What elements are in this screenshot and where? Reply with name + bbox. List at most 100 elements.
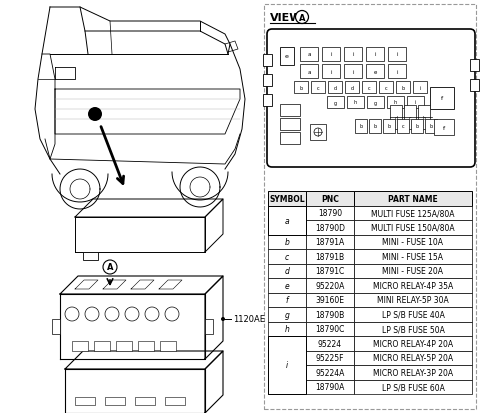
Text: d: d (334, 85, 336, 90)
Circle shape (88, 108, 102, 122)
Text: PNC: PNC (321, 194, 339, 203)
Bar (354, 249, 472, 264)
Text: d: d (285, 267, 289, 275)
Circle shape (65, 307, 79, 321)
Bar (434, 120, 454, 136)
Text: f: f (441, 96, 443, 101)
Text: PART NAME: PART NAME (388, 194, 438, 203)
Text: MICRO RELAY-4P 20A: MICRO RELAY-4P 20A (373, 339, 453, 348)
Bar (300, 48, 318, 62)
Bar (362, 82, 376, 94)
Bar (138, 341, 154, 351)
Text: i: i (286, 339, 288, 348)
Bar (72, 341, 88, 351)
Text: A: A (299, 14, 305, 22)
Circle shape (125, 307, 139, 321)
Bar (355, 120, 367, 134)
Bar (354, 221, 472, 235)
Bar (404, 106, 416, 130)
Bar (306, 307, 354, 322)
Text: 18791C: 18791C (315, 267, 345, 275)
Text: a: a (285, 216, 289, 225)
Text: i: i (330, 69, 332, 74)
Text: c: c (368, 85, 370, 90)
Bar (328, 82, 342, 94)
Bar (268, 380, 306, 394)
Text: 1120AE: 1120AE (233, 315, 265, 324)
Bar (418, 106, 430, 130)
Bar (306, 278, 354, 293)
Bar (354, 264, 472, 278)
Bar (354, 307, 472, 322)
Text: 18790: 18790 (318, 209, 342, 218)
Bar (268, 293, 306, 307)
Text: b: b (430, 124, 432, 129)
Text: i: i (352, 69, 354, 74)
Bar (280, 48, 294, 66)
Bar (263, 55, 272, 67)
Bar (354, 322, 472, 336)
Text: a: a (285, 209, 289, 218)
Bar (366, 65, 384, 79)
Bar (354, 206, 472, 221)
Bar (306, 293, 354, 307)
Text: a: a (307, 69, 311, 74)
Bar (347, 97, 364, 109)
Bar (268, 206, 306, 235)
Bar (306, 322, 354, 336)
Text: LP S/B FUSE 40A: LP S/B FUSE 40A (382, 310, 444, 319)
Bar (306, 365, 354, 380)
Bar (268, 206, 306, 221)
Text: i: i (374, 52, 376, 57)
Bar (263, 75, 272, 87)
Bar (322, 48, 340, 62)
Bar (383, 120, 395, 134)
Bar (407, 97, 424, 109)
Circle shape (85, 307, 99, 321)
Bar (306, 221, 354, 235)
Text: i: i (396, 69, 398, 74)
Text: h: h (285, 325, 289, 333)
Bar (75, 397, 95, 405)
Text: b: b (373, 124, 377, 129)
Bar (306, 206, 354, 221)
Bar (205, 319, 213, 334)
Circle shape (103, 260, 117, 274)
Bar (268, 278, 306, 293)
Bar (268, 336, 306, 394)
Bar (268, 336, 306, 351)
Bar (306, 192, 354, 206)
Bar (135, 397, 155, 405)
Bar (83, 252, 98, 260)
Bar (306, 235, 354, 249)
Text: 95224: 95224 (318, 339, 342, 348)
Text: 18790A: 18790A (315, 382, 345, 391)
Bar (387, 97, 404, 109)
Bar (379, 82, 393, 94)
Text: i: i (396, 52, 398, 57)
Text: MICRO RELAY-4P 35A: MICRO RELAY-4P 35A (373, 281, 453, 290)
Text: MULTI FUSE 150A/80A: MULTI FUSE 150A/80A (371, 223, 455, 232)
Bar (396, 82, 410, 94)
Text: f: f (443, 125, 445, 130)
Bar (52, 319, 60, 334)
Circle shape (145, 307, 159, 321)
Circle shape (105, 307, 119, 321)
Bar (411, 120, 423, 134)
Bar (268, 264, 306, 278)
Text: b: b (285, 237, 289, 247)
Bar (306, 351, 354, 365)
Text: LP S/B FUSE 60A: LP S/B FUSE 60A (382, 382, 444, 391)
Bar (470, 60, 479, 72)
Bar (306, 336, 354, 351)
Text: MINI - FUSE 15A: MINI - FUSE 15A (383, 252, 444, 261)
Text: a: a (307, 52, 311, 57)
Text: f: f (286, 296, 288, 304)
Text: i: i (415, 100, 416, 105)
Bar (306, 264, 354, 278)
Text: MICRO RELAY-3P 20A: MICRO RELAY-3P 20A (373, 368, 453, 377)
Text: 95225F: 95225F (316, 354, 344, 362)
Text: e: e (285, 281, 289, 290)
Text: 39160E: 39160E (315, 296, 345, 304)
Bar (268, 221, 306, 235)
